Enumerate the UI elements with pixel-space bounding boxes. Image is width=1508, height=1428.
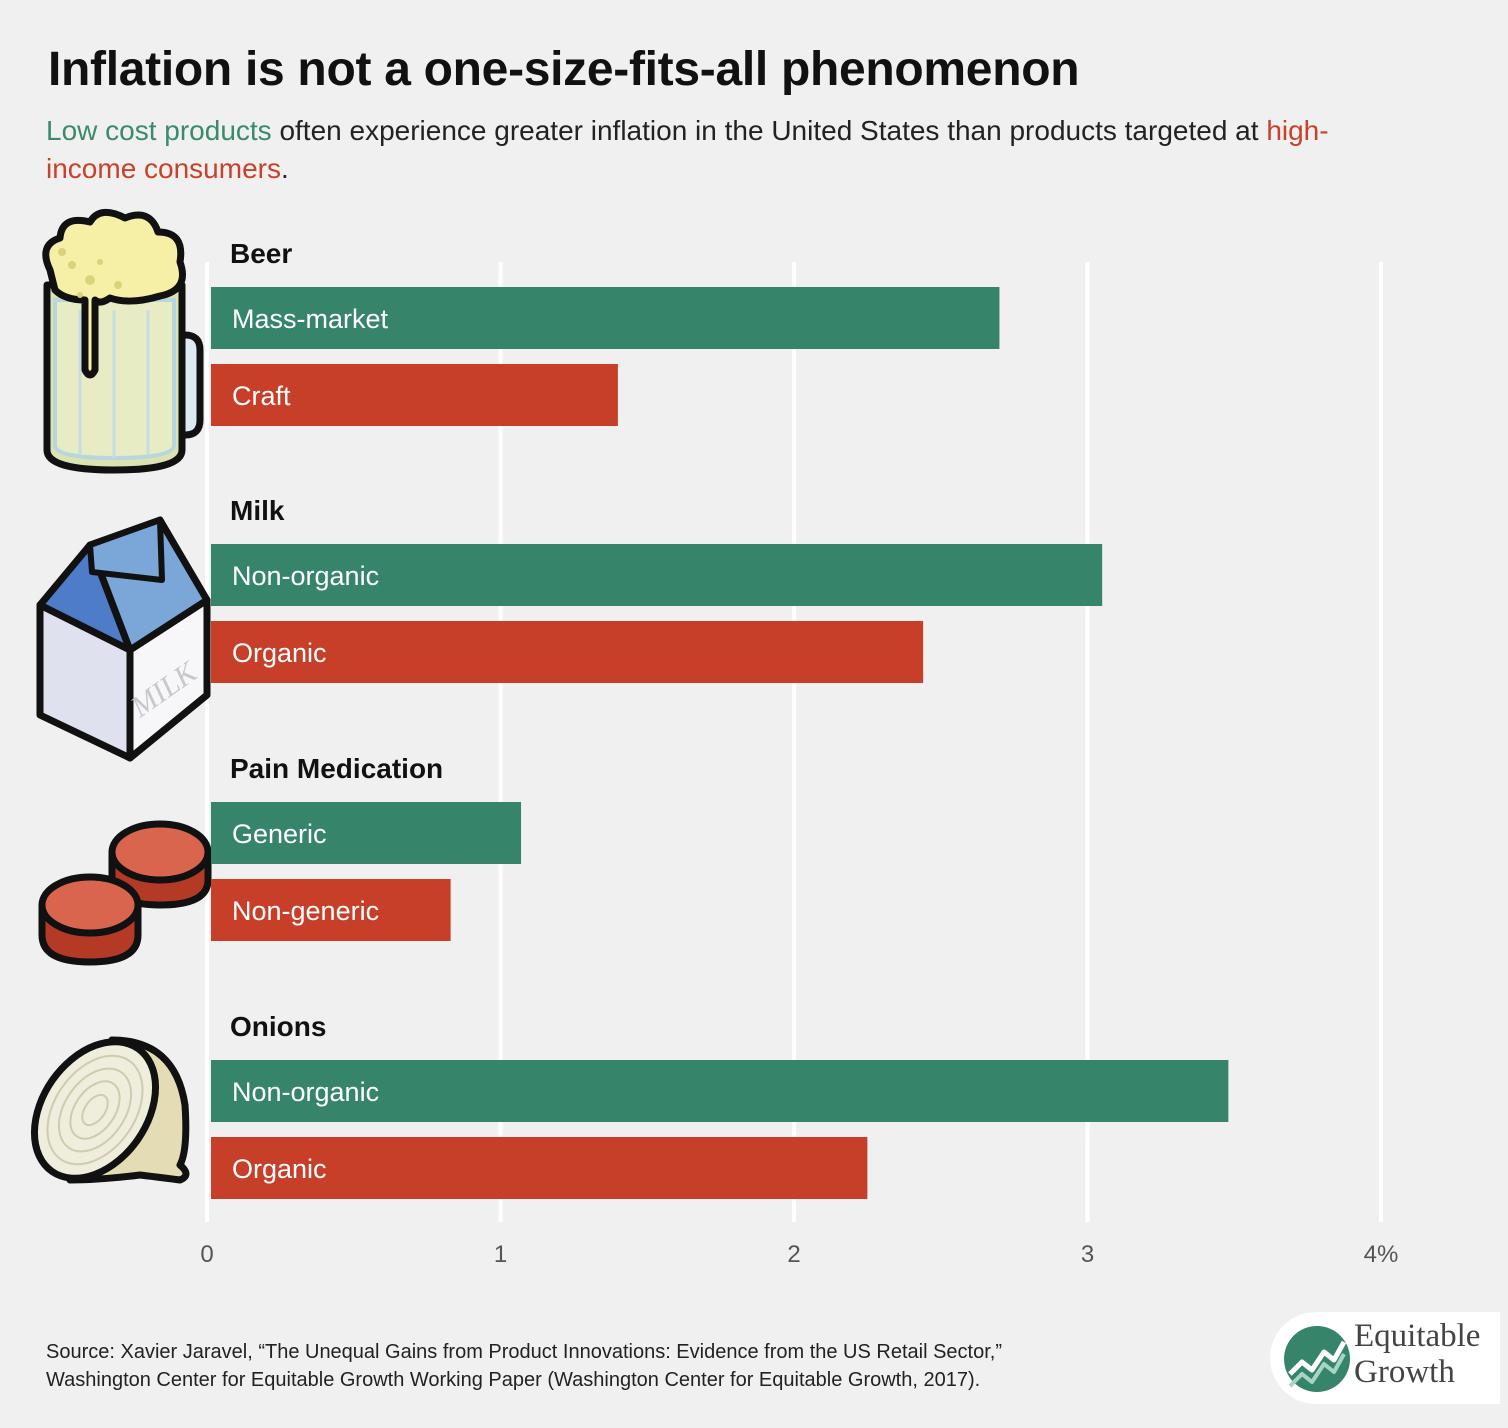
x-tick-label: 2 (787, 1241, 800, 1268)
bar-label: Generic (232, 819, 327, 849)
equitable-growth-logo: Equitable Growth (1270, 1312, 1500, 1404)
bar-label: Craft (232, 381, 291, 411)
bar-label: Organic (232, 1154, 327, 1184)
source-line-1: Source: Xavier Jaravel, “The Unequal Gai… (46, 1341, 1002, 1363)
logo-line-2: Growth (1354, 1354, 1455, 1390)
chart-title: Inflation is not a one-size-fits-all phe… (48, 43, 1080, 96)
bars: Beer Mass-market Craft Milk Non-organic Organ… (211, 238, 1229, 1199)
x-tick-label: 0 (200, 1241, 213, 1268)
bar (211, 1060, 1229, 1122)
x-tick-label: 4% (1364, 1241, 1399, 1268)
milk-carton-icon: MILK (36, 516, 211, 762)
category-label: Beer (230, 238, 292, 269)
bar (211, 621, 924, 683)
chart-subtitle: Low cost products often experience great… (46, 112, 1346, 188)
bar-label: Non-organic (232, 561, 379, 591)
bar (211, 1137, 868, 1199)
subtitle-low-cost: Low cost products (46, 115, 272, 146)
bar-label: Non-organic (232, 1077, 379, 1107)
subtitle-high-income: high-income consumers (46, 115, 1329, 184)
onion-icon (30, 1036, 190, 1184)
source-line-2: Washington Center for Equitable Growth W… (46, 1369, 981, 1391)
bar (211, 879, 451, 941)
pills-icon (38, 820, 212, 966)
growth-chart-icon (1284, 1326, 1350, 1392)
subtitle-period: . (280, 153, 289, 184)
category-label: Onions (230, 1011, 326, 1042)
bar-label: Non-generic (232, 896, 379, 926)
beer-mug-icon (42, 208, 204, 474)
logo-line-1: Equitable (1354, 1318, 1481, 1354)
x-axis-ticks: 0 1 2 3 4% (200, 1241, 1398, 1268)
bar (211, 364, 618, 426)
bar-label: Mass-market (232, 304, 389, 334)
bar (211, 802, 522, 864)
x-tick-label: 3 (1081, 1241, 1094, 1268)
bar (211, 544, 1103, 606)
category-label: Milk (230, 495, 285, 526)
x-tick-label: 1 (494, 1241, 507, 1268)
subtitle-text: often experience greater inflation in th… (271, 115, 1267, 146)
bar (211, 287, 1000, 349)
source-note: Source: Xavier Jaravel, “The Unequal Gai… (46, 1338, 1206, 1394)
category-label: Pain Medication (230, 753, 443, 784)
bar-label: Organic (232, 638, 327, 668)
logo-text: Equitable Growth (1354, 1318, 1480, 1390)
